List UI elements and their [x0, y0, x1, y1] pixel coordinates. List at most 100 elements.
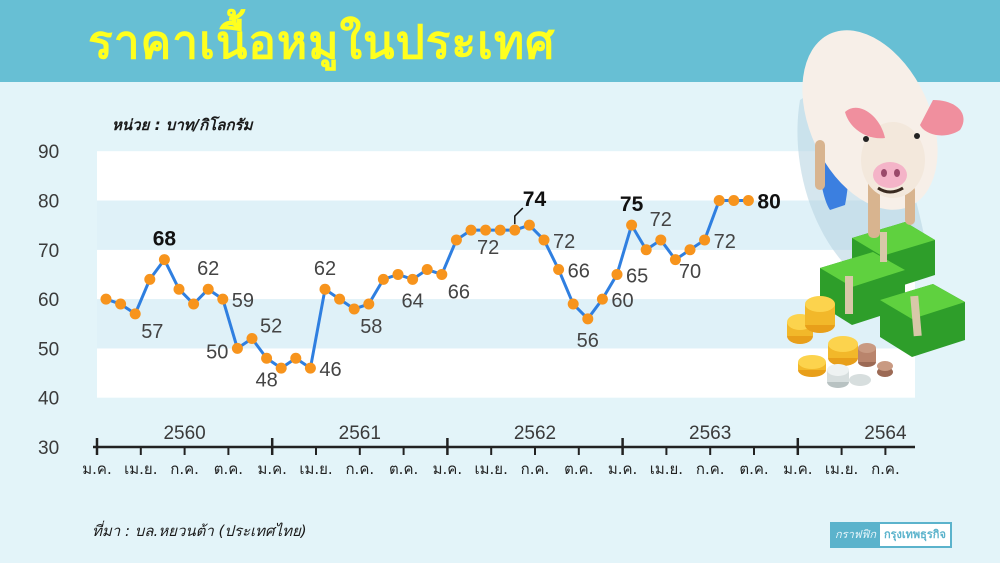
data-point	[115, 298, 127, 310]
year-label: 2563	[689, 423, 731, 444]
data-point	[509, 224, 521, 236]
data-label: 56	[577, 330, 599, 352]
year-label: 2562	[514, 423, 556, 444]
data-point	[582, 313, 594, 325]
y-tick-label: 80	[38, 192, 59, 213]
data-point	[640, 244, 652, 256]
data-label: 66	[568, 261, 590, 283]
data-label: 65	[626, 265, 648, 287]
data-point	[407, 273, 419, 285]
band	[97, 348, 915, 398]
pig-icon	[802, 30, 964, 238]
data-point	[465, 224, 477, 236]
data-label: 60	[611, 290, 633, 312]
data-point	[319, 283, 331, 295]
month-label: ก.ค.	[345, 460, 374, 478]
data-label: 62	[197, 258, 219, 280]
data-label: 72	[553, 231, 575, 253]
data-label: 66	[448, 281, 470, 303]
logo-part1: กราฟฟิก	[831, 523, 880, 547]
month-label: ก.ค.	[521, 460, 550, 478]
data-point	[129, 308, 141, 320]
y-tick-label: 60	[38, 290, 59, 311]
data-point	[231, 342, 243, 354]
data-point	[626, 219, 638, 231]
data-point	[144, 273, 156, 285]
data-point	[728, 195, 740, 206]
data-label: 72	[477, 237, 499, 259]
price-series	[100, 195, 754, 374]
year-label: 2564	[864, 423, 907, 444]
month-label: ม.ค.	[433, 460, 462, 478]
data-label: 75	[620, 193, 644, 216]
data-point	[173, 283, 185, 295]
data-label: 70	[679, 261, 701, 283]
data-point	[392, 268, 404, 280]
month-label: ก.ค.	[170, 460, 199, 478]
data-point	[523, 219, 535, 231]
month-label: ม.ค.	[82, 460, 111, 478]
publisher-logo: กราฟฟิก กรุงเทพธุรกิจ	[830, 522, 952, 548]
data-point	[188, 298, 200, 310]
data-point	[494, 224, 506, 236]
month-label: เม.ย.	[650, 460, 683, 478]
data-point	[202, 283, 214, 295]
background-bands	[97, 151, 915, 398]
month-label: ม.ค.	[783, 460, 812, 478]
data-point	[304, 362, 316, 374]
data-point	[100, 293, 112, 305]
data-label: 57	[141, 321, 163, 343]
data-label: 68	[153, 228, 177, 251]
month-label: เม.ย.	[299, 460, 332, 478]
data-point	[246, 333, 258, 345]
month-label: เม.ย.	[124, 460, 157, 478]
month-label: ม.ค.	[608, 460, 637, 478]
data-point	[669, 254, 681, 266]
data-point	[567, 298, 579, 310]
data-point	[334, 293, 346, 305]
data-point	[261, 352, 273, 364]
data-point	[275, 362, 287, 374]
x-axis: ม.ค. เม.ย. ก.ค. ต.ค. ม.ค. เม.ย. ก.ค. ต.ค. ม.ค. เม…	[82, 423, 915, 478]
logo-part2: กรุงเทพธุรกิจ	[879, 524, 950, 546]
data-label: 50	[206, 341, 228, 363]
data-point	[377, 273, 389, 285]
y-tick-label: 30	[38, 438, 59, 459]
year-label: 2560	[163, 423, 205, 444]
pig-money-illustration	[787, 30, 965, 388]
data-point	[480, 224, 492, 236]
data-point	[348, 303, 360, 315]
callout-line	[514, 207, 524, 225]
data-point	[158, 254, 170, 266]
y-axis: 30 40 50 60 70 80 90	[38, 142, 59, 459]
data-label: 48	[255, 369, 277, 391]
chart-title: ราคาเนื้อหมูในประเทศ	[88, 15, 556, 69]
data-point	[436, 268, 448, 280]
data-label: 46	[319, 359, 341, 381]
data-label: 72	[714, 231, 736, 253]
month-label: ต.ค.	[739, 460, 768, 478]
data-point	[699, 234, 711, 246]
data-point	[611, 268, 623, 280]
y-tick-label: 50	[38, 339, 59, 360]
data-label: 80	[757, 191, 780, 214]
data-label: 58	[360, 316, 382, 338]
data-point	[450, 234, 462, 246]
data-label: 74	[523, 188, 547, 211]
data-label: 72	[650, 209, 672, 231]
data-point	[553, 264, 565, 276]
y-tick-label: 70	[38, 241, 59, 262]
y-tick-label: 40	[38, 389, 59, 410]
band	[97, 299, 915, 349]
band	[97, 249, 915, 300]
data-point	[742, 195, 754, 206]
data-point	[421, 264, 433, 276]
data-label: 52	[260, 316, 282, 338]
data-point	[655, 234, 667, 246]
month-label: ม.ค.	[257, 460, 286, 478]
data-point	[290, 352, 302, 364]
data-point	[363, 298, 375, 310]
data-label: 64	[401, 290, 423, 312]
coins-icon	[787, 296, 893, 388]
